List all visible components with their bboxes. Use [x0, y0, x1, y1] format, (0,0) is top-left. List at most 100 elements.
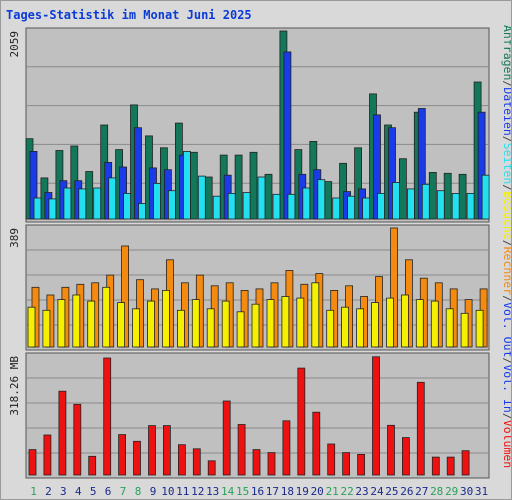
x-tick-label: 7: [120, 485, 127, 498]
besuche-bar: [430, 300, 439, 348]
x-tick-label: 25: [385, 485, 398, 498]
seiten-bar: [421, 183, 430, 220]
legend-entry: Anfragen: [501, 25, 511, 80]
besuche-bar: [415, 299, 424, 348]
x-tick-label: 4: [75, 485, 82, 498]
seiten-bar: [466, 192, 475, 220]
volumen-bar: [312, 411, 321, 476]
seiten-bar: [257, 176, 266, 220]
legend-separator: /: [501, 80, 511, 87]
seiten-bar: [63, 187, 72, 220]
legend-separator: /: [501, 184, 511, 191]
besuche-bar: [161, 289, 170, 348]
besuche-bar: [236, 311, 245, 348]
x-tick-label: 11: [176, 485, 189, 498]
dateien-bar: [373, 114, 381, 220]
x-tick-label: 10: [161, 485, 174, 498]
besuche-bar: [386, 297, 394, 348]
legend-entry: Dateien: [501, 87, 511, 135]
legend-entry: Rechner: [501, 247, 511, 296]
x-tick-label: 9: [150, 485, 157, 498]
rechner-bar: [390, 227, 398, 348]
volumen-bar: [88, 455, 97, 476]
volumen-bar: [192, 448, 201, 476]
x-tick-label: 29: [445, 485, 458, 498]
legend-entry: Vol. Out: [501, 302, 511, 357]
seiten-bar: [153, 182, 161, 220]
seiten-bar: [406, 188, 415, 220]
volumen-bar: [73, 403, 82, 476]
besuche-bar: [281, 296, 290, 348]
seiten-bar: [451, 192, 460, 220]
seiten-bar: [138, 203, 146, 220]
volumen-bar: [342, 452, 351, 476]
volumen-bar: [207, 460, 216, 476]
besuche-bar: [42, 309, 51, 348]
volumen-bar: [177, 444, 186, 476]
anfragen-bar: [204, 176, 213, 220]
volumen-bar: [282, 420, 291, 476]
volumen-bar: [133, 440, 141, 476]
dateien-bar: [477, 111, 486, 220]
x-tick-label: 13: [206, 485, 219, 498]
volumen-bar: [267, 452, 276, 476]
x-tick-label: 31: [475, 485, 488, 498]
volumen-bar: [431, 456, 440, 476]
x-tick-label: 24: [370, 485, 384, 498]
seiten-bar: [78, 188, 87, 220]
volumen-bar: [103, 357, 112, 476]
seiten-bar: [182, 150, 191, 220]
seiten-bar: [377, 192, 385, 220]
seiten-bar: [33, 197, 42, 220]
besuche-bar: [296, 297, 305, 348]
seiten-bar: [302, 187, 311, 220]
besuche-bar: [266, 299, 275, 348]
besuche-bar: [102, 286, 111, 348]
x-tick-label: 17: [266, 485, 279, 498]
x-tick-label: 16: [251, 485, 264, 498]
anfragen-bar: [234, 154, 243, 220]
seiten-bar: [123, 192, 131, 220]
legend-separator: /: [501, 240, 511, 247]
legend-separator: /: [501, 136, 511, 143]
anfragen-bar: [85, 171, 94, 220]
besuche-bar: [475, 309, 484, 348]
besuche-bar: [206, 308, 215, 348]
x-tick-label: 12: [191, 485, 204, 498]
volumen-bar: [297, 367, 306, 476]
volumen-bar: [222, 400, 231, 476]
seiten-bar: [317, 179, 326, 220]
seiten-bar: [481, 174, 490, 220]
besuche-bar: [176, 309, 185, 348]
dateien-bar: [283, 51, 292, 220]
legend-entry: Volumen: [501, 420, 511, 468]
volumen-bar: [58, 390, 67, 476]
volumen-bar: [372, 356, 380, 476]
seiten-bar: [392, 182, 400, 220]
volumen-bar: [446, 456, 455, 476]
legend-separator: /: [501, 357, 511, 364]
seiten-bar: [332, 197, 341, 220]
volumen-bar: [461, 450, 470, 476]
seiten-bar: [197, 175, 206, 220]
x-tick-label: 21: [326, 485, 339, 498]
besuche-bar: [27, 306, 36, 348]
seiten-bar: [347, 195, 356, 220]
besuche-bar: [371, 302, 379, 348]
anfragen-bar: [189, 151, 198, 220]
anfragen-bar: [428, 171, 437, 220]
x-tick-label: 20: [311, 485, 324, 498]
x-tick-label: 2: [45, 485, 52, 498]
besuche-bar: [147, 300, 155, 348]
seiten-bar: [287, 193, 296, 220]
x-tick-label: 1: [30, 485, 37, 498]
x-tick-label: 14: [221, 485, 235, 498]
seiten-bar: [272, 193, 281, 220]
besuche-bar: [400, 294, 409, 348]
volumen-bar: [28, 449, 37, 476]
dateien-bar: [388, 127, 396, 220]
seiten-bar: [108, 177, 117, 220]
legend-separator: /: [501, 295, 511, 302]
x-tick-label: 27: [415, 485, 428, 498]
x-tick-label: 15: [236, 485, 249, 498]
